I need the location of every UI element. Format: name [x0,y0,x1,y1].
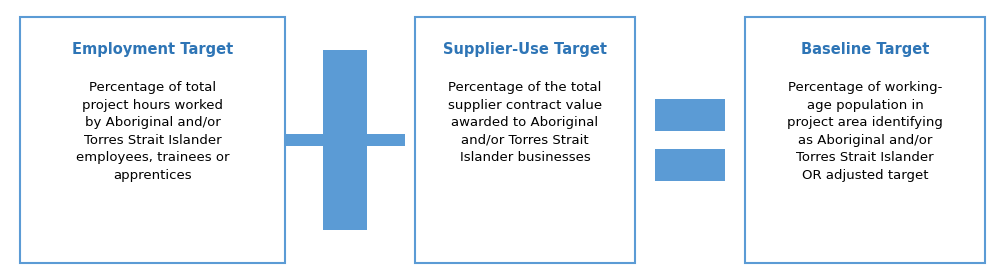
FancyBboxPatch shape [20,17,285,263]
Text: Supplier-Use Target: Supplier-Use Target [443,42,607,57]
FancyBboxPatch shape [415,17,635,263]
Text: Percentage of the total
supplier contract value
awarded to Aboriginal
and/or Tor: Percentage of the total supplier contrac… [448,81,602,164]
Polygon shape [285,50,405,230]
FancyBboxPatch shape [745,17,985,263]
Text: Percentage of working-
age population in
project area identifying
as Aboriginal : Percentage of working- age population in… [787,81,943,182]
FancyBboxPatch shape [655,149,725,181]
Text: Employment Target: Employment Target [72,42,233,57]
FancyBboxPatch shape [655,99,725,131]
Text: Percentage of total
project hours worked
by Aboriginal and/or
Torres Strait Isla: Percentage of total project hours worked… [76,81,229,182]
Text: Baseline Target: Baseline Target [801,42,929,57]
